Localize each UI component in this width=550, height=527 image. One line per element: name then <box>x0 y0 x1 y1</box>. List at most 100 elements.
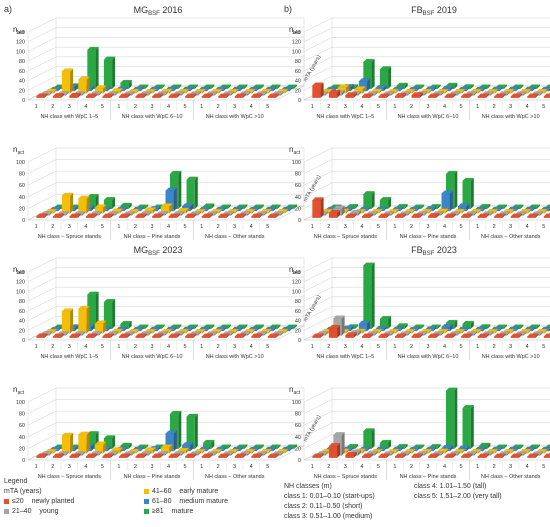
bar-top <box>267 453 280 457</box>
x-tick-label: 4 <box>526 224 529 230</box>
bar-side <box>294 324 297 329</box>
bar-side <box>403 453 407 458</box>
bar-top <box>457 445 470 450</box>
bar <box>201 216 210 218</box>
bar-side <box>482 87 486 92</box>
bar-side <box>519 93 522 98</box>
x-tick-label: 2 <box>217 104 220 110</box>
bar-side <box>209 333 213 338</box>
bar-side <box>230 451 234 456</box>
bar-side <box>367 78 371 92</box>
bar-top <box>120 202 133 207</box>
gridline <box>27 159 57 174</box>
gridline <box>27 422 57 438</box>
bar-side <box>239 327 243 332</box>
bar <box>87 50 96 89</box>
bar-side <box>473 91 477 96</box>
x-tick-label: 4 <box>360 224 363 230</box>
bar-side <box>193 213 197 218</box>
bar-top <box>181 203 194 207</box>
legend-range: 41–60 <box>152 488 172 495</box>
bar-side <box>490 451 494 456</box>
bar-side <box>325 91 329 96</box>
bar-top <box>61 432 74 437</box>
bar <box>152 216 161 218</box>
bar-side <box>350 447 354 452</box>
bar <box>61 436 71 454</box>
bar-top <box>168 213 181 217</box>
bar-side <box>416 447 420 452</box>
bar-top <box>477 213 490 217</box>
bar-side <box>544 209 548 214</box>
legend-title: Legend <box>4 478 28 485</box>
bar-side <box>445 329 449 334</box>
bar-side <box>503 324 507 329</box>
bar-top <box>234 453 247 457</box>
bar-top <box>427 213 440 217</box>
bar <box>152 456 161 458</box>
bar-side <box>136 209 140 214</box>
y-tick-label: 20 <box>19 328 25 334</box>
legend-swatch-newly <box>4 498 9 504</box>
bar <box>510 336 519 338</box>
legend-range: 61–80 <box>152 498 172 505</box>
bar <box>328 446 338 458</box>
legend-label: young <box>39 508 59 515</box>
bar-side <box>337 90 341 98</box>
y-tick-label: 20 <box>295 88 301 94</box>
bar-side <box>469 453 473 458</box>
bar-side <box>355 204 359 209</box>
bar-side <box>469 213 473 218</box>
bar <box>119 96 128 98</box>
bar-top <box>379 439 392 444</box>
bar-side <box>214 331 218 336</box>
group-label: NH class – Other stands <box>205 474 265 480</box>
bar-side <box>404 83 408 89</box>
x-tick-label: 5 <box>184 104 187 110</box>
bar-side <box>449 86 453 92</box>
x-tick-label: 3 <box>509 464 512 470</box>
bar-top <box>267 333 280 337</box>
bar-side <box>194 176 198 209</box>
bar-side <box>61 453 65 458</box>
gridline <box>27 182 57 198</box>
bar-side <box>355 324 359 329</box>
bar-top <box>445 387 458 392</box>
bar-side <box>143 213 147 218</box>
gridline <box>303 37 333 52</box>
bar <box>462 408 471 449</box>
bar-side <box>243 213 246 218</box>
bar-side <box>70 433 74 454</box>
bar-top <box>361 213 374 217</box>
bar <box>494 456 503 458</box>
bar <box>379 69 389 89</box>
bar-side <box>247 91 251 96</box>
bar-side <box>457 331 461 336</box>
bar-top <box>526 333 539 337</box>
bar-top <box>411 92 424 96</box>
bar-top <box>427 333 440 337</box>
group-label: NH class with WpC 1–5 <box>40 114 98 120</box>
bar-side <box>449 190 453 212</box>
bar-side <box>277 204 281 209</box>
bar-side <box>503 84 507 89</box>
x-tick-label: 3 <box>150 464 153 470</box>
y-tick-label: 100 <box>292 289 301 295</box>
bar <box>85 216 95 218</box>
bar-top <box>186 176 199 181</box>
bar-side <box>131 91 135 96</box>
x-tick-label: 2 <box>51 344 54 350</box>
bar-side <box>44 333 48 338</box>
bar-side <box>482 447 486 452</box>
x-tick-label: 2 <box>493 104 496 110</box>
bar-side <box>119 208 123 214</box>
group-label: NH class with WpC 1–5 <box>316 354 374 360</box>
bar-side <box>190 327 194 332</box>
bar-top <box>102 453 115 457</box>
gridline <box>27 434 57 449</box>
x-tick-label: 4 <box>526 464 529 470</box>
bar-top <box>311 82 324 86</box>
chart-title: FBBSF 2019 <box>411 5 457 17</box>
y-tick-label: 80 <box>19 412 25 418</box>
chart-title: MGBSF 2023 <box>134 245 183 257</box>
